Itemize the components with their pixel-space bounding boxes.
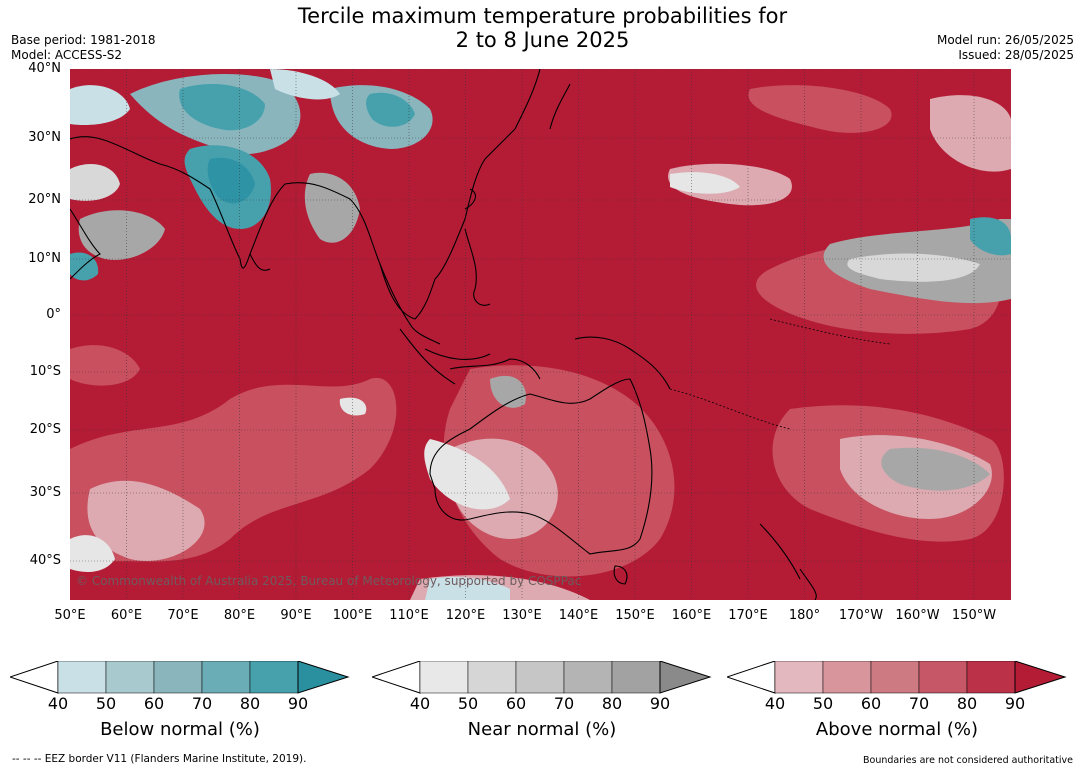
lon-label-80e: 80°E (223, 608, 256, 623)
lon-label-50e: 50°E (54, 608, 86, 623)
tick-label: 90 (287, 694, 309, 713)
copyright-notice: © Commonwealth of Australia 2025, Bureau… (76, 574, 582, 588)
map-canvas (70, 69, 1011, 600)
lat-label-20s: 20°S (29, 422, 61, 437)
tick-label: 80 (239, 694, 261, 713)
lon-label-160e: 160°E (671, 608, 712, 623)
tick-label: 90 (1004, 694, 1026, 713)
near-normal-patches (70, 164, 1011, 572)
eez-note: -- -- -- EEZ border V11 (Flanders Marine… (12, 753, 307, 765)
model-run-date: Model run: 26/05/2025 (936, 33, 1074, 47)
tick-label: 60 (860, 694, 882, 713)
tick-label: 40 (409, 694, 431, 713)
below-normal-colorbar: 40 50 60 70 80 90 (8, 660, 350, 713)
lon-label-170w: 170°W (838, 608, 884, 623)
lon-label-100e: 100°E (332, 608, 373, 623)
above-normal-colorbar-swatches (725, 660, 1067, 694)
tick-label: 90 (649, 694, 671, 713)
lon-label-180: 180° (788, 608, 821, 623)
below-normal-colorbar-swatches (8, 660, 350, 694)
tick-label: 60 (143, 694, 165, 713)
tick-label: 50 (457, 694, 479, 713)
lon-label-170e: 170°E (728, 608, 768, 623)
tick-label: 80 (956, 694, 978, 713)
tick-label: 40 (47, 694, 69, 713)
lon-label-150w: 150°W (951, 608, 997, 623)
lat-label-30n: 30°N (28, 130, 61, 145)
lon-label-120e: 120°E (445, 608, 486, 623)
lat-label-40s: 40°S (29, 553, 61, 568)
tick-label: 70 (908, 694, 930, 713)
lat-label-20n: 20°N (28, 192, 61, 207)
lon-label-130e: 130°E (502, 608, 542, 623)
lon-label-110e: 110°E (389, 608, 429, 623)
near-normal-title: Near normal (%) (467, 719, 617, 740)
run-info: Model run: 26/05/2025 Issued: 28/05/2025 (937, 33, 1074, 63)
coastlines (70, 69, 817, 600)
issued-date: Issued: 28/05/2025 (958, 48, 1074, 62)
graticule (70, 69, 1011, 600)
above-normal-colorbar: 40 50 60 70 80 90 (725, 660, 1067, 713)
lon-label-150e: 150°E (615, 608, 655, 623)
tick-label: 50 (95, 694, 117, 713)
lon-label-140e: 140°E (558, 608, 599, 623)
tick-label: 50 (812, 694, 834, 713)
below-normal-title: Below normal (%) (100, 719, 260, 740)
lat-label-10n: 10°N (28, 251, 61, 266)
lon-label-90e: 90°E (280, 608, 312, 623)
lon-label-160w: 160°W (895, 608, 940, 623)
above-normal-title: Above normal (%) (815, 719, 979, 740)
lat-label-10s: 10°S (29, 364, 61, 379)
tick-label: 70 (191, 694, 213, 713)
lat-label-equator: 0° (46, 307, 61, 322)
probability-map (70, 69, 1011, 600)
lon-label-60e: 60°E (110, 608, 143, 623)
base-period: Base period: 1981-2018 (11, 33, 156, 47)
title-line-1: Tercile maximum temperature probabilitie… (297, 4, 788, 28)
near-normal-colorbar: 40 50 60 70 80 90 (370, 660, 712, 713)
lon-label-70e: 70°E (167, 608, 199, 623)
model-name: Model: ACCESS-S2 (11, 48, 123, 62)
tick-label: 80 (601, 694, 623, 713)
boundaries-disclaimer: Boundaries are not considered authoritat… (863, 755, 1073, 766)
eez-borders (669, 318, 891, 430)
tick-label: 70 (553, 694, 575, 713)
below-normal-patches (70, 69, 1011, 600)
tick-label: 60 (505, 694, 527, 713)
map-title: Tercile maximum temperature probabilitie… (0, 4, 1085, 52)
tick-label: 40 (764, 694, 786, 713)
lat-label-40n: 40°N (28, 61, 61, 76)
near-normal-colorbar-swatches (370, 660, 712, 694)
lat-label-30s: 30°S (29, 485, 61, 500)
model-info: Base period: 1981-2018 Model: ACCESS-S2 (11, 33, 156, 63)
title-line-2: 2 to 8 June 2025 (455, 28, 630, 52)
